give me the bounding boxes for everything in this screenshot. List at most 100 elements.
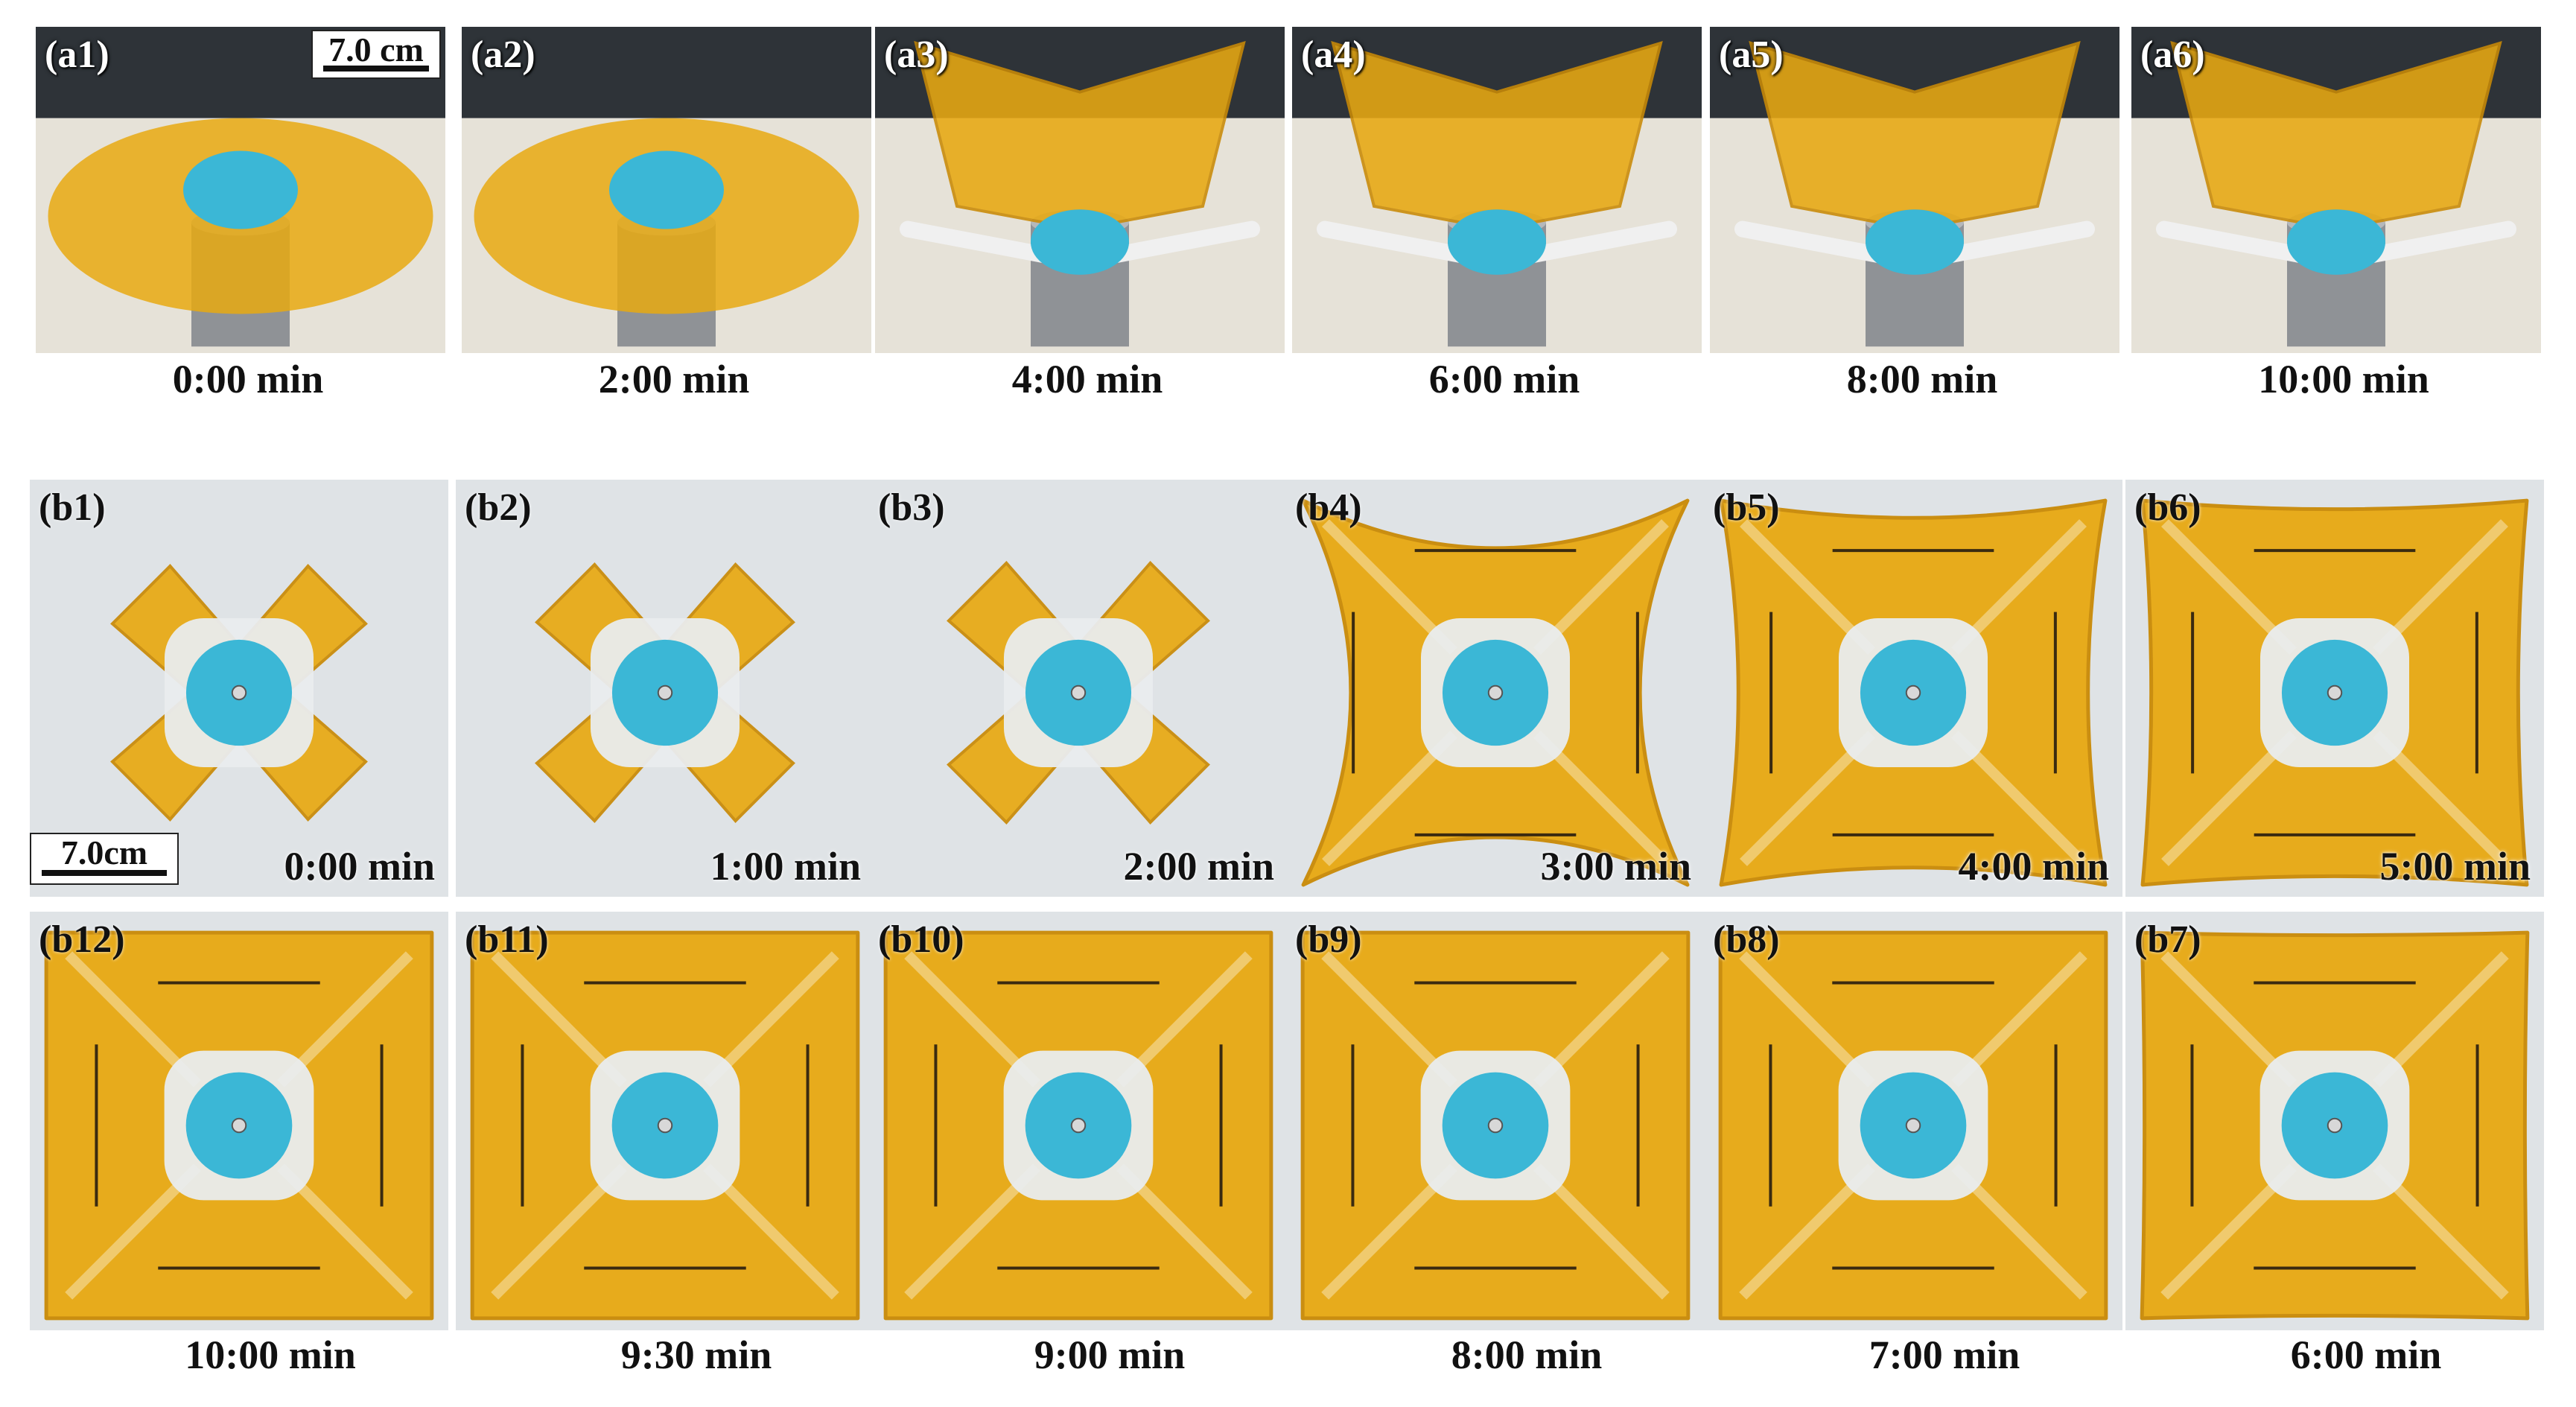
panel-label: (a6) — [2140, 34, 2205, 76]
photo-image — [2131, 27, 2541, 353]
blue-cup — [183, 150, 298, 229]
photo-image — [30, 480, 448, 897]
time-label: 8:00 min — [1451, 1333, 1603, 1377]
photo-panel: (b10) — [869, 912, 1288, 1330]
time-label: 3:00 min — [1540, 844, 1692, 889]
panel-label: (b10) — [878, 918, 964, 961]
scale-bar-row-b: 7.0cm — [30, 833, 179, 885]
center-bolt — [231, 685, 247, 701]
photo-image — [2125, 912, 2544, 1330]
time-label: 2:00 min — [598, 357, 750, 401]
photo-image — [1704, 480, 2122, 897]
film-folded — [2170, 40, 2502, 231]
panel-label: (b4) — [1295, 486, 1362, 529]
panel-label: (b7) — [2134, 918, 2201, 961]
photo-image — [462, 27, 871, 353]
center-bolt — [1487, 1117, 1504, 1134]
blue-cup — [609, 150, 724, 229]
photo-panel: (b5) 4:00 min — [1704, 480, 2122, 897]
photo-panel: (a2) — [462, 27, 871, 353]
photo-image — [869, 480, 1288, 897]
photo-image — [1710, 27, 2119, 353]
panel-label: (a2) — [471, 34, 535, 76]
photo-panel: (b8) — [1704, 912, 2122, 1330]
panel-label: (b5) — [1713, 486, 1780, 529]
panel-label: (b8) — [1713, 918, 1780, 961]
blue-cup — [2287, 209, 2385, 275]
panel-label: (a4) — [1301, 34, 1366, 76]
panel-label: (b6) — [2134, 486, 2201, 529]
scale-bar-row-a: 7.0 cm — [311, 30, 441, 79]
photo-image — [1286, 480, 1705, 897]
blue-cup — [1031, 209, 1129, 275]
center-bolt — [2327, 685, 2343, 701]
time-label: 9:30 min — [620, 1333, 772, 1377]
photo-image — [30, 912, 448, 1330]
center-bolt — [657, 1117, 673, 1134]
time-label: 10:00 min — [2258, 357, 2429, 401]
photo-panel: (b6) 5:00 min — [2125, 480, 2544, 897]
scale-bar-label: 7.0cm — [60, 833, 148, 871]
panel-label: (a3) — [884, 34, 949, 76]
photo-image — [456, 480, 874, 897]
time-label: 10:00 min — [185, 1333, 356, 1377]
time-label: 7:00 min — [1869, 1333, 2020, 1377]
time-label: 1:00 min — [710, 844, 862, 889]
center-bolt — [1487, 685, 1504, 701]
photo-image — [875, 27, 1285, 353]
photo-panel: (b9) — [1286, 912, 1705, 1330]
photo-panel: (b7) — [2125, 912, 2544, 1330]
blue-cup — [1448, 209, 1546, 275]
film-folded — [914, 40, 1246, 231]
film-folded — [1749, 40, 2081, 231]
center-bolt — [1905, 685, 1921, 701]
time-label: 2:00 min — [1123, 844, 1275, 889]
time-label: 0:00 min — [284, 844, 436, 889]
time-label: 4:00 min — [1011, 357, 1163, 401]
panel-label: (a1) — [45, 34, 109, 76]
photo-panel: (b4) 3:00 min — [1286, 480, 1705, 897]
photo-panel: (b3) 2:00 min — [869, 480, 1288, 897]
photo-panel: (b11) — [456, 912, 874, 1330]
time-label: 9:00 min — [1034, 1333, 1186, 1377]
scale-bar-label: 7.0 cm — [328, 31, 424, 69]
film-folded — [1331, 40, 1663, 231]
time-label: 0:00 min — [172, 357, 324, 401]
center-bolt — [657, 685, 673, 701]
panel-label: (a5) — [1719, 34, 1784, 76]
center-bolt — [1070, 1117, 1087, 1134]
photo-image — [456, 912, 874, 1330]
photo-panel: (a1) — [36, 27, 445, 353]
photo-image — [869, 912, 1288, 1330]
photo-panel: (a5) — [1710, 27, 2119, 353]
panel-label: (b3) — [878, 486, 945, 529]
photo-panel: (a3) — [875, 27, 1285, 353]
center-bolt — [2327, 1117, 2343, 1134]
panel-label: (b11) — [465, 918, 549, 961]
panel-label: (b9) — [1295, 918, 1362, 961]
photo-panel: (a6) — [2131, 27, 2541, 353]
photo-panel: (b1) 0:00 min — [30, 480, 448, 897]
photo-image — [1286, 912, 1705, 1330]
blue-cup — [1866, 209, 1964, 275]
time-label: 4:00 min — [1958, 844, 2110, 889]
photo-panel: (a4) — [1292, 27, 1702, 353]
center-bolt — [1070, 685, 1087, 701]
time-label: 6:00 min — [1428, 357, 1580, 401]
photo-panel: (b12) — [30, 912, 448, 1330]
scale-bar-line — [42, 870, 167, 876]
center-bolt — [231, 1117, 247, 1134]
panel-label: (b1) — [39, 486, 106, 529]
photo-image — [1704, 912, 2122, 1330]
time-label: 6:00 min — [2290, 1333, 2442, 1377]
time-label: 5:00 min — [2379, 844, 2531, 889]
panel-label: (b2) — [465, 486, 532, 529]
panel-label: (b12) — [39, 918, 125, 961]
photo-image — [36, 27, 445, 353]
center-bolt — [1905, 1117, 1921, 1134]
time-label: 8:00 min — [1846, 357, 1998, 401]
scale-bar-line — [323, 66, 429, 72]
photo-background-top — [462, 27, 871, 118]
photo-image — [2125, 480, 2544, 897]
photo-image — [1292, 27, 1702, 353]
